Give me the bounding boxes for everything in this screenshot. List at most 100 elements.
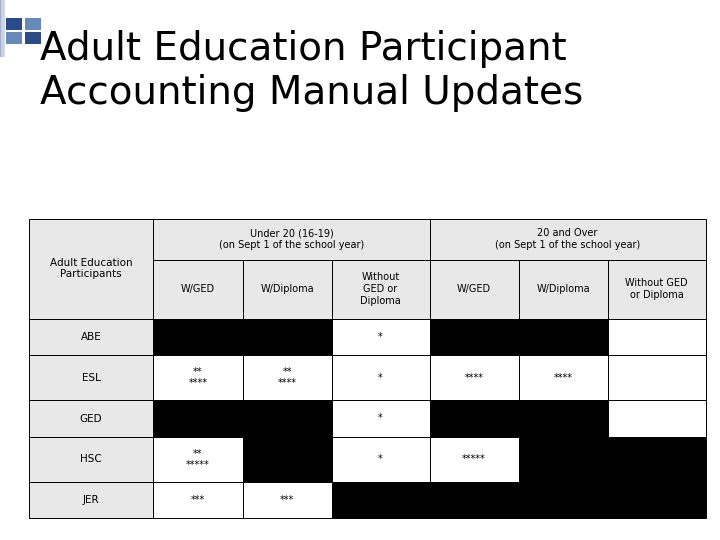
Bar: [430, 400, 518, 437]
Bar: [1, 0, 4, 57]
Bar: [1, 0, 5, 57]
Bar: [2, 0, 5, 57]
Bar: [1, 0, 5, 57]
Bar: [608, 437, 706, 482]
Bar: [1, 0, 4, 57]
Bar: [1, 0, 4, 57]
Bar: [2, 0, 5, 57]
Bar: [1, 0, 4, 57]
Bar: [2, 0, 5, 57]
Bar: [1, 0, 4, 57]
Bar: [29, 355, 153, 400]
Bar: [0, 0, 3, 57]
Bar: [1, 0, 4, 57]
Bar: [1, 0, 4, 57]
Bar: [2, 0, 5, 57]
Bar: [332, 482, 430, 518]
Bar: [1, 0, 4, 57]
Bar: [1, 0, 4, 57]
Bar: [1, 0, 4, 57]
Bar: [1, 0, 4, 57]
Bar: [1, 0, 4, 57]
Bar: [2, 0, 5, 57]
Bar: [1, 0, 4, 57]
Bar: [0, 0, 4, 57]
Bar: [2, 0, 5, 57]
Bar: [2, 0, 5, 57]
Bar: [1, 0, 4, 57]
Bar: [2, 0, 5, 57]
Bar: [1, 0, 4, 57]
Bar: [608, 355, 706, 400]
Bar: [608, 482, 706, 518]
Bar: [1, 0, 4, 57]
Bar: [1, 0, 4, 57]
Bar: [2, 0, 5, 57]
Bar: [2, 0, 5, 57]
Bar: [1, 0, 4, 57]
Bar: [1, 0, 4, 57]
Bar: [1, 0, 5, 57]
Bar: [1, 0, 4, 57]
Bar: [1, 0, 4, 57]
Bar: [2, 0, 5, 57]
Bar: [1, 0, 4, 57]
Bar: [1, 0, 4, 57]
Bar: [1, 0, 4, 57]
Bar: [2, 0, 5, 57]
Bar: [0, 0, 3, 57]
Bar: [2, 0, 5, 57]
Bar: [1, 0, 4, 57]
Bar: [1, 0, 4, 57]
Bar: [1, 0, 4, 57]
Bar: [1, 0, 4, 57]
Bar: [332, 400, 430, 437]
Bar: [430, 319, 518, 355]
Bar: [0, 0, 4, 57]
Bar: [29, 482, 153, 518]
Bar: [1, 0, 5, 57]
Bar: [1, 0, 4, 57]
Bar: [2, 0, 5, 57]
Bar: [1, 0, 5, 57]
Bar: [2, 0, 5, 57]
Bar: [1, 0, 4, 57]
Bar: [1, 0, 4, 57]
Bar: [1, 0, 4, 57]
Bar: [2, 0, 6, 57]
Bar: [1, 0, 4, 57]
Bar: [1, 0, 4, 57]
Bar: [1, 0, 4, 57]
Bar: [1, 0, 4, 57]
Bar: [0, 0, 3, 57]
Text: *: *: [378, 332, 383, 342]
Bar: [1, 0, 4, 57]
Bar: [0, 0, 4, 57]
Bar: [1, 0, 4, 57]
Bar: [2, 0, 5, 57]
Bar: [1, 0, 4, 57]
Bar: [2, 0, 6, 57]
Bar: [2, 0, 5, 57]
Bar: [2, 0, 5, 57]
Bar: [1, 0, 4, 57]
Bar: [1, 0, 4, 57]
Bar: [1, 0, 4, 57]
Bar: [1, 0, 4, 57]
Bar: [153, 400, 243, 437]
Bar: [2, 0, 5, 57]
Text: HSC: HSC: [80, 454, 102, 464]
Bar: [0, 0, 3, 57]
Bar: [1, 0, 4, 57]
Bar: [1, 0, 4, 57]
Bar: [2, 0, 6, 57]
Bar: [1, 0, 4, 57]
Bar: [1, 0, 4, 57]
Bar: [0, 0, 4, 57]
Bar: [243, 400, 332, 437]
Bar: [0, 0, 3, 57]
Bar: [2, 0, 5, 57]
Bar: [430, 260, 518, 319]
Bar: [1, 0, 5, 57]
Bar: [243, 482, 332, 518]
